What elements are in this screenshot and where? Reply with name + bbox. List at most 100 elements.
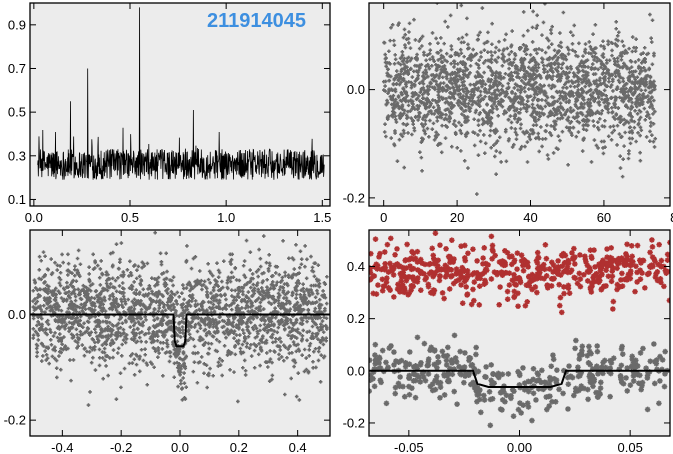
x-tick-label: 20 <box>450 210 464 225</box>
data-point <box>182 371 186 375</box>
data-point <box>157 289 161 294</box>
data-point <box>387 89 391 93</box>
data-point <box>392 111 397 115</box>
data-point <box>418 90 423 95</box>
data-point <box>651 107 655 111</box>
data-point <box>650 62 655 67</box>
data-point <box>403 45 408 50</box>
data-point <box>148 298 153 302</box>
data-point <box>624 103 628 107</box>
data-point <box>565 76 569 81</box>
data-point <box>185 244 189 248</box>
data-point <box>97 356 102 360</box>
data-point <box>575 98 580 103</box>
data-point <box>556 281 562 288</box>
data-point <box>261 234 266 238</box>
data-point <box>614 26 619 31</box>
data-point <box>243 283 247 287</box>
data-point <box>490 42 494 47</box>
data-point <box>397 289 403 295</box>
data-point <box>460 112 464 116</box>
data-point <box>594 143 599 148</box>
data-point <box>120 299 124 304</box>
data-point <box>124 320 128 324</box>
data-point <box>322 280 327 285</box>
data-point <box>62 335 66 339</box>
data-point <box>39 307 43 312</box>
data-point <box>606 42 610 47</box>
data-point <box>583 42 588 46</box>
data-point <box>499 160 503 164</box>
y-tick-label: -0.2 <box>4 413 26 428</box>
data-point <box>50 309 55 313</box>
data-point <box>489 145 493 150</box>
data-point <box>534 275 540 282</box>
data-point <box>516 75 520 79</box>
data-point <box>418 150 422 154</box>
data-point <box>128 325 133 329</box>
data-point <box>617 284 623 290</box>
data-point <box>49 342 54 347</box>
data-point <box>575 93 580 98</box>
data-point <box>138 281 143 286</box>
data-point <box>410 119 415 123</box>
data-point <box>615 34 620 38</box>
data-point <box>286 333 291 337</box>
data-point <box>524 52 529 57</box>
data-point <box>540 85 544 89</box>
data-point <box>410 94 415 99</box>
data-point <box>228 279 233 284</box>
data-point <box>457 53 461 58</box>
data-point <box>590 54 595 59</box>
data-point <box>586 102 591 107</box>
data-point <box>572 275 579 281</box>
data-point <box>443 136 448 140</box>
data-point <box>187 328 191 332</box>
data-point <box>75 256 80 261</box>
data-point <box>550 111 554 116</box>
data-point <box>187 294 192 298</box>
data-point <box>295 288 299 293</box>
data-point <box>38 327 43 331</box>
data-point <box>565 257 572 264</box>
data-point <box>382 41 387 45</box>
data-point <box>448 86 452 91</box>
data-point <box>312 309 317 313</box>
data-point <box>438 56 443 61</box>
data-point <box>181 316 186 321</box>
data-point <box>444 113 448 117</box>
data-point <box>258 264 263 269</box>
data-point <box>383 122 387 127</box>
data-point <box>55 268 60 272</box>
data-point <box>383 52 388 57</box>
data-point <box>596 67 600 72</box>
data-point <box>649 40 654 44</box>
data-point <box>230 252 235 257</box>
data-point <box>53 319 58 324</box>
data-point <box>553 99 557 104</box>
data-point <box>482 70 486 75</box>
data-point <box>200 287 204 292</box>
data-point <box>497 284 503 290</box>
data-point <box>222 324 226 329</box>
data-point <box>207 329 211 334</box>
data-point <box>555 58 559 63</box>
data-point <box>232 331 236 336</box>
data-point <box>463 101 467 106</box>
data-point <box>623 251 629 257</box>
data-point <box>642 285 648 291</box>
data-point <box>304 356 308 360</box>
data-point <box>413 63 417 68</box>
data-point <box>385 269 392 275</box>
data-point <box>485 262 491 268</box>
data-point <box>374 266 381 272</box>
data-point <box>566 118 570 123</box>
data-point <box>450 81 454 86</box>
data-point <box>430 64 434 68</box>
data-point <box>416 68 421 73</box>
data-point <box>494 172 498 177</box>
data-point <box>308 341 313 346</box>
data-point <box>78 329 83 334</box>
data-point <box>153 349 158 354</box>
data-point <box>509 49 514 54</box>
